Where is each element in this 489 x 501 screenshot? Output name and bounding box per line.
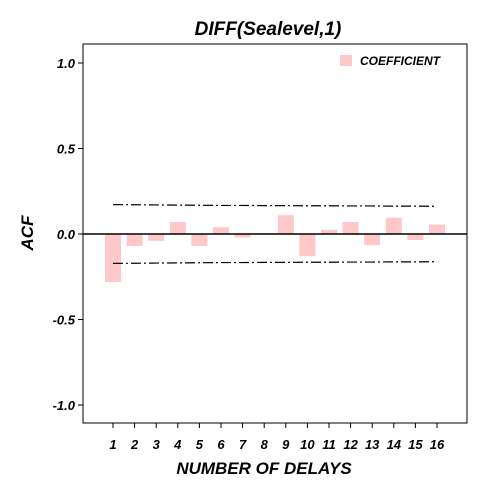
acf-bar-lag-15	[407, 234, 423, 240]
acf-bar-lag-2	[127, 234, 143, 246]
x-tick-label: 12	[343, 437, 358, 452]
x-axis-label: NUMBER OF DELAYS	[176, 459, 352, 478]
acf-bar-lag-9	[278, 215, 294, 234]
acf-bar-lag-16	[429, 225, 445, 234]
x-tick-label: 1	[109, 437, 116, 452]
x-tick-label: 5	[196, 437, 204, 452]
legend-label: COEFFICIENT	[360, 54, 442, 68]
x-tick-label: 11	[322, 437, 336, 452]
x-tick-label: 7	[239, 437, 247, 452]
y-tick-label: 1.0	[57, 56, 76, 71]
y-tick-label: -1.0	[53, 398, 76, 413]
y-tick-label: -0.5	[53, 313, 76, 328]
acf-bar-lag-12	[343, 222, 359, 234]
legend-swatch	[340, 55, 352, 66]
acf-bar-lag-10	[299, 234, 315, 256]
acf-bar-lag-1	[105, 234, 121, 282]
x-tick-label: 15	[408, 437, 423, 452]
x-tick-label: 3	[153, 437, 161, 452]
y-axis-label: ACF	[18, 215, 37, 252]
x-tick-label: 6	[217, 437, 225, 452]
x-tick-label: 16	[430, 437, 445, 452]
x-tick-label: 2	[130, 437, 139, 452]
y-tick-label: 0.0	[57, 227, 76, 242]
x-tick-label: 10	[300, 437, 315, 452]
y-axis: 1.0 0.5 0.0 -0.5 -1.0	[53, 56, 83, 413]
x-tick-label: 14	[387, 437, 402, 452]
x-tick-label: 8	[261, 437, 269, 452]
y-tick-label: 0.5	[57, 142, 76, 157]
acf-bar-lag-4	[170, 222, 186, 234]
x-tick-label: 13	[365, 437, 380, 452]
x-tick-label: 9	[282, 437, 290, 452]
acf-bar-lag-6	[213, 227, 229, 234]
acf-bar-lag-5	[191, 234, 207, 246]
acf-bar-lag-14	[386, 218, 402, 234]
acf-bar-lag-13	[364, 234, 380, 245]
acf-bar-lag-3	[148, 234, 164, 241]
chart-title: DIFF(Sealevel,1)	[195, 19, 342, 40]
x-axis: 1 2 3 4 5 6 7 8 9 10 11 12 13 14 15 16	[109, 423, 445, 452]
x-tick-label: 4	[173, 437, 182, 452]
